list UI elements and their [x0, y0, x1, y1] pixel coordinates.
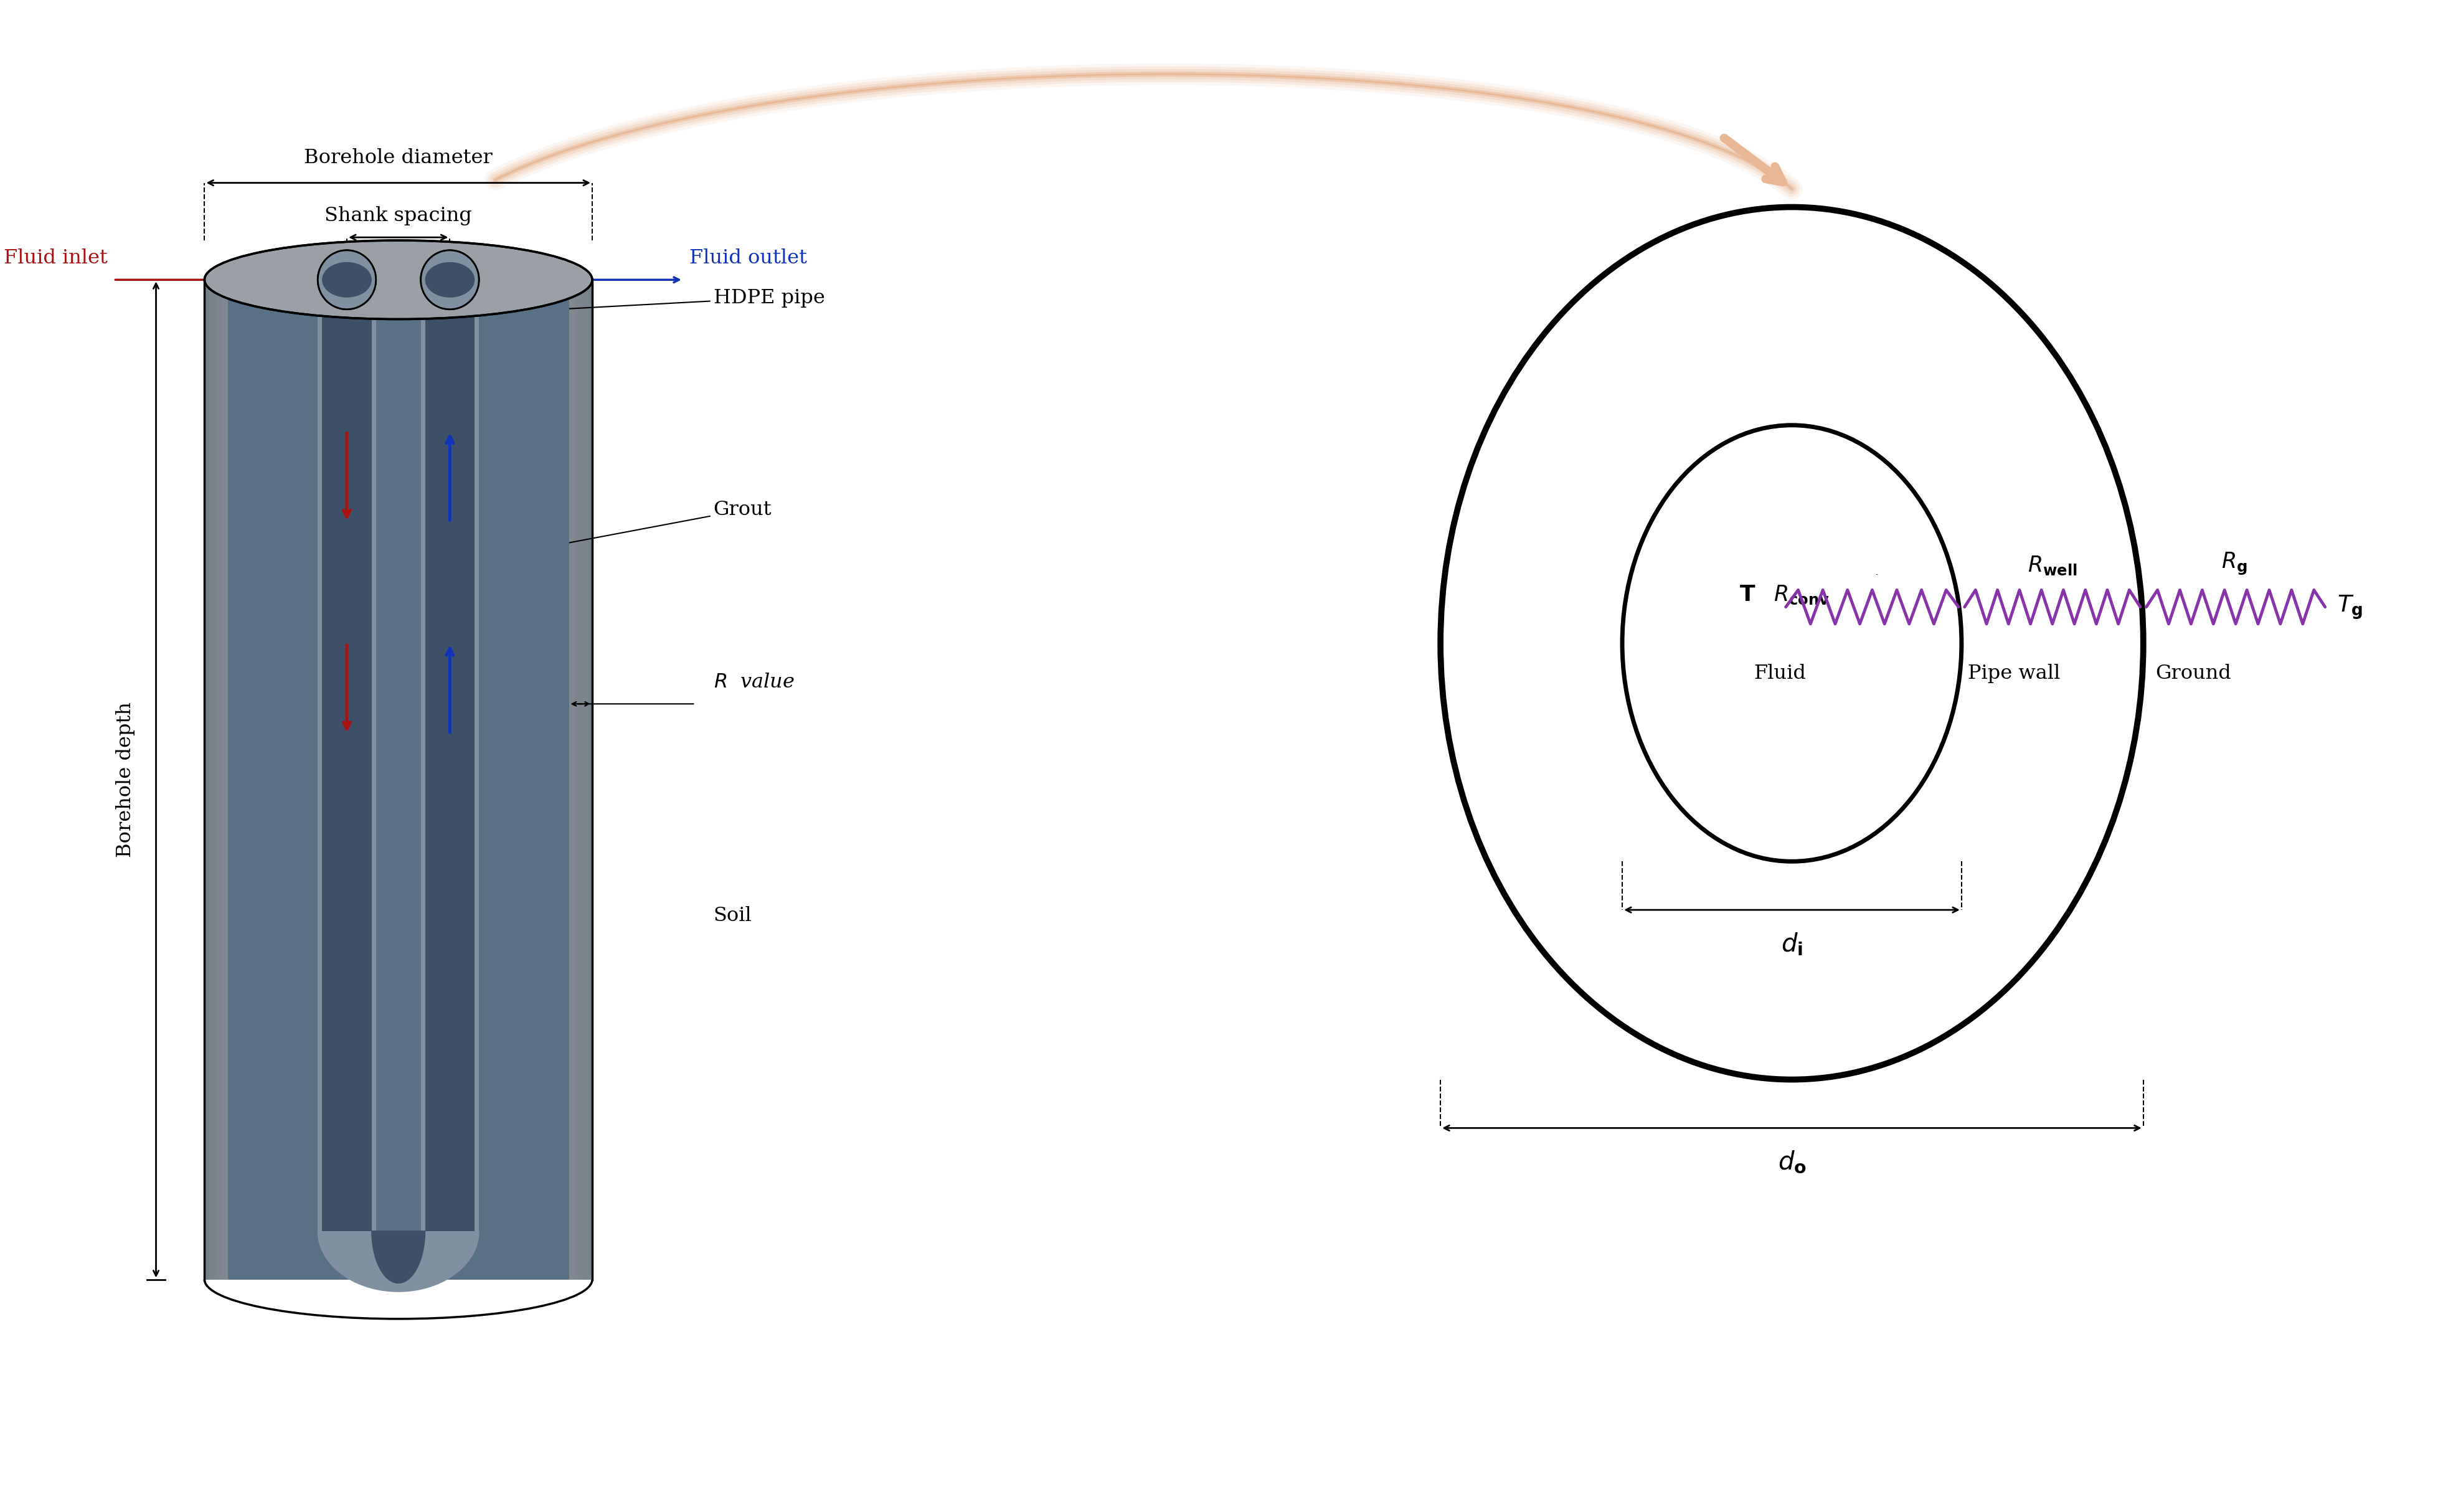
Polygon shape [322, 280, 371, 1231]
Text: $\mathbf{\mathit{d}_{i}}$: $\mathbf{\mathit{d}_{i}}$ [1780, 931, 1802, 957]
Polygon shape [371, 1231, 424, 1284]
Ellipse shape [322, 259, 371, 301]
Polygon shape [210, 280, 212, 1279]
Polygon shape [424, 280, 475, 1231]
Text: $\mathbf{\mathit{T}_{g}}$: $\mathbf{\mathit{T}_{g}}$ [2336, 593, 2362, 620]
Text: $\mathbf{\mathit{d}_{o}}$: $\mathbf{\mathit{d}_{o}}$ [1777, 1149, 1807, 1175]
Text: $\mathbf{\mathit{R}_{g}}$: $\mathbf{\mathit{R}_{g}}$ [2221, 550, 2245, 576]
Polygon shape [570, 280, 575, 1279]
Text: Borehole depth: Borehole depth [117, 702, 137, 857]
Polygon shape [317, 280, 375, 1231]
Polygon shape [227, 280, 568, 1279]
Polygon shape [575, 280, 578, 1279]
Polygon shape [422, 280, 478, 1231]
Polygon shape [588, 280, 592, 1279]
Text: Fluid inlet: Fluid inlet [2, 248, 107, 268]
Polygon shape [212, 280, 217, 1279]
Text: Pipe wall: Pipe wall [1967, 664, 2060, 683]
Text: Borehole diameter: Borehole diameter [305, 148, 492, 168]
Text: Fluid: Fluid [1753, 664, 1807, 683]
Text: $\mathbf{\mathit{R}_{conv}}$: $\mathbf{\mathit{R}_{conv}}$ [1875, 573, 1877, 576]
Ellipse shape [424, 259, 475, 301]
Ellipse shape [422, 251, 478, 310]
Text: HDPE pipe: HDPE pipe [546, 289, 824, 313]
Polygon shape [566, 280, 570, 1279]
Text: Fluid outlet: Fluid outlet [690, 248, 807, 268]
Text: $R$  value: $R$ value [714, 673, 795, 692]
Text: $\mathbf{T}$: $\mathbf{T}$ [1738, 584, 1755, 605]
Text: $\mathbf{\mathit{R}_{conv}}$: $\mathbf{\mathit{R}_{conv}}$ [1772, 584, 1828, 606]
Polygon shape [222, 280, 227, 1279]
Ellipse shape [424, 262, 475, 298]
Text: Soil: Soil [714, 906, 751, 925]
Text: Ground: Ground [2155, 664, 2231, 683]
Text: Grout: Grout [522, 500, 770, 555]
Text: $\mathbf{\mathit{R}_{well}}$: $\mathbf{\mathit{R}_{well}}$ [2026, 555, 2077, 576]
Polygon shape [217, 280, 222, 1279]
Text: Shank spacing: Shank spacing [324, 206, 473, 225]
Ellipse shape [205, 240, 592, 319]
Ellipse shape [317, 251, 375, 310]
Polygon shape [205, 280, 210, 1279]
Ellipse shape [422, 251, 478, 310]
Ellipse shape [317, 251, 375, 310]
Polygon shape [227, 280, 232, 1279]
Polygon shape [578, 280, 583, 1279]
Polygon shape [205, 280, 592, 1279]
Ellipse shape [322, 262, 371, 298]
Polygon shape [317, 1231, 478, 1291]
Polygon shape [583, 280, 588, 1279]
